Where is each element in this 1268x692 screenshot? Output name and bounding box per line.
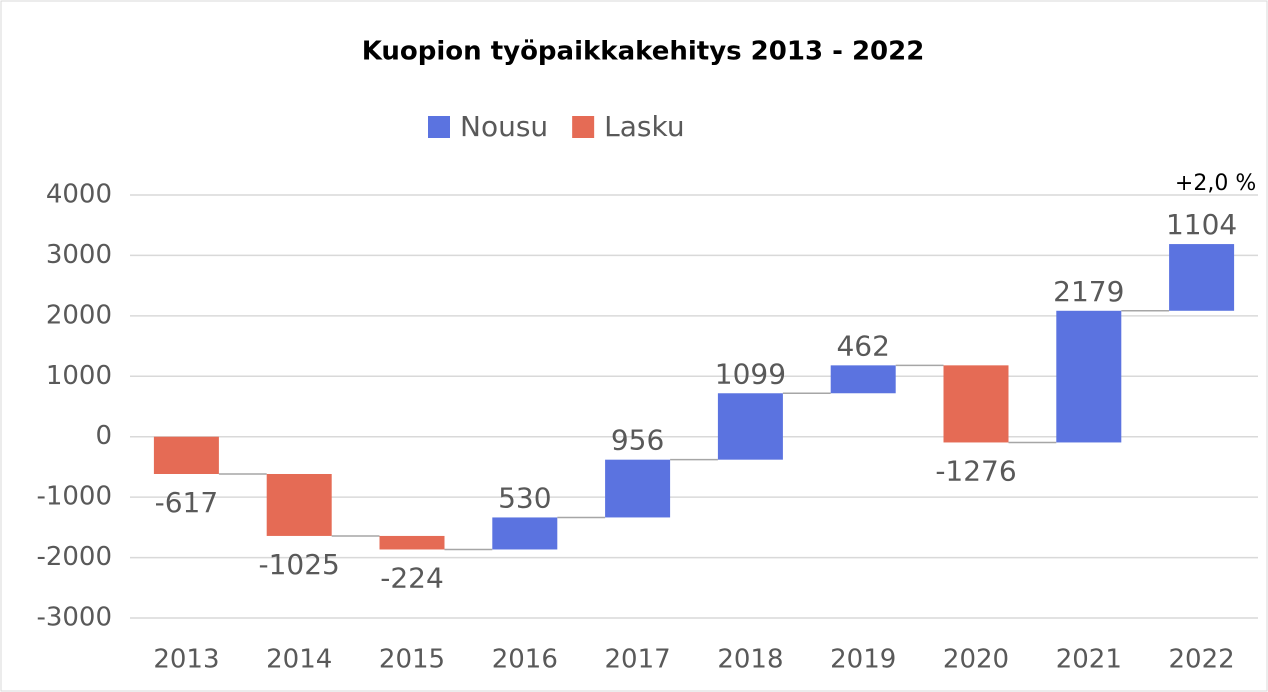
bar xyxy=(605,459,671,518)
x-tick-label: 2022 xyxy=(1169,645,1235,675)
x-tick-label: 2014 xyxy=(266,645,332,675)
annotation: +2,0 % xyxy=(1175,171,1256,196)
legend-swatch xyxy=(572,116,595,138)
legend-swatch xyxy=(428,116,450,138)
y-tick-label: -2000 xyxy=(36,542,112,572)
bar xyxy=(153,436,219,474)
legend-label: Nousu xyxy=(460,110,548,143)
data-label: -1025 xyxy=(259,548,340,581)
data-label: -224 xyxy=(380,561,444,594)
y-tick-label: -1000 xyxy=(36,482,112,512)
x-tick-label: 2017 xyxy=(605,645,671,675)
y-tick-label: 3000 xyxy=(46,240,112,270)
bar xyxy=(717,393,783,460)
y-tick-label: 2000 xyxy=(46,300,112,330)
y-tick-label: 0 xyxy=(95,421,112,451)
bar xyxy=(830,365,896,394)
data-label: 1104 xyxy=(1166,208,1237,241)
data-label: -617 xyxy=(155,486,219,519)
legend-label: Lasku xyxy=(604,110,684,143)
data-label: 1099 xyxy=(715,357,786,390)
data-label: 530 xyxy=(498,481,551,514)
data-label: 956 xyxy=(611,424,664,457)
y-tick-label: -3000 xyxy=(36,603,112,633)
x-tick-label: 2016 xyxy=(492,645,558,675)
data-label: 2179 xyxy=(1053,275,1124,308)
bar xyxy=(943,365,1009,443)
y-tick-label: 4000 xyxy=(46,180,112,210)
data-label: -1276 xyxy=(935,454,1016,487)
bar xyxy=(379,535,445,550)
x-tick-label: 2013 xyxy=(153,645,219,675)
x-tick-label: 2021 xyxy=(1056,645,1122,675)
x-tick-label: 2015 xyxy=(379,645,445,675)
x-tick-label: 2018 xyxy=(717,645,783,675)
bar xyxy=(266,473,332,536)
y-tick-label: 1000 xyxy=(46,361,112,391)
x-tick-label: 2020 xyxy=(943,645,1009,675)
bar xyxy=(1056,310,1122,443)
data-label: 462 xyxy=(836,329,889,362)
chart-title: Kuopion työpaikkakehitys 2013 - 2022 xyxy=(362,37,925,67)
bar xyxy=(1169,244,1235,311)
x-tick-label: 2019 xyxy=(830,645,896,675)
bar xyxy=(492,517,558,550)
